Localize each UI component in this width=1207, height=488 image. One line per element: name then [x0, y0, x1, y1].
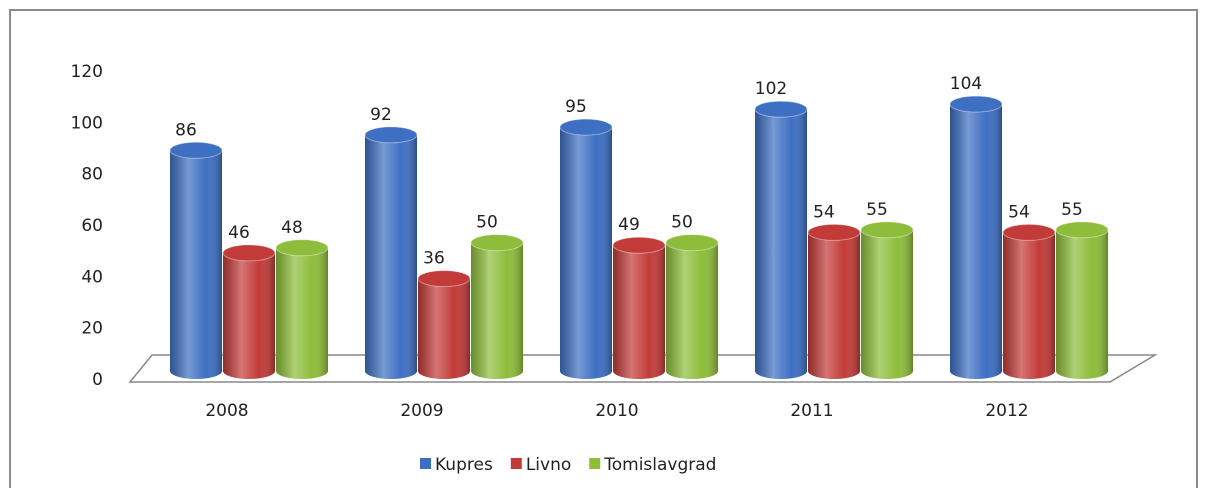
bar-shade [808, 232, 860, 379]
x-tick-label: 2010 [595, 401, 638, 421]
data-label: 86 [175, 120, 197, 140]
bar-cap [470, 234, 524, 252]
data-label: 55 [1061, 200, 1083, 220]
bar-shade [170, 150, 222, 379]
y-tick-label: 120 [71, 62, 103, 82]
bar-shade [471, 242, 523, 379]
bar-cap [612, 236, 666, 254]
bar-cap [949, 95, 1003, 113]
y-tick-label: 80 [81, 165, 103, 185]
data-label: 54 [1008, 202, 1030, 222]
bar-cap [275, 239, 329, 257]
data-label: 104 [950, 74, 982, 94]
bar-cap [860, 221, 914, 239]
data-label: 95 [565, 97, 587, 117]
bar-shade [223, 252, 275, 379]
frame [9, 9, 1198, 488]
data-label: 48 [281, 218, 303, 238]
legend-label: Kupres [435, 455, 493, 475]
data-label: 102 [755, 79, 787, 99]
bar-shade [1056, 229, 1108, 379]
bar-cap [222, 244, 276, 262]
bar-shade [560, 127, 612, 380]
legend-label: Tomislavgrad [603, 455, 716, 475]
y-tick-label: 100 [71, 113, 103, 133]
x-tick-label: 2012 [985, 401, 1028, 421]
legend-swatch [510, 458, 522, 469]
data-label: 54 [813, 202, 835, 222]
bar-shade [613, 245, 665, 379]
bar-shade [950, 104, 1002, 380]
bar-shade [418, 278, 470, 379]
x-tick-label: 2011 [790, 401, 833, 421]
y-tick-label: 40 [81, 267, 103, 287]
bar-shade [755, 109, 807, 379]
bar-cap [417, 270, 471, 288]
bar-shade [1003, 232, 1055, 379]
x-tick-label: 2009 [400, 401, 443, 421]
data-label: 50 [476, 213, 498, 233]
bar-shade [365, 134, 417, 379]
bar-cap [807, 223, 861, 241]
data-label: 55 [866, 200, 888, 220]
data-label: 92 [370, 105, 392, 125]
data-label: 50 [671, 213, 693, 233]
legend-swatch [589, 458, 601, 469]
y-tick-label: 60 [81, 216, 103, 236]
data-label: 36 [423, 249, 445, 269]
bar-shade [276, 247, 328, 379]
bar-cap [559, 118, 613, 136]
data-label: 49 [618, 215, 640, 235]
bar-cap [1002, 223, 1056, 241]
bar-cap [754, 100, 808, 118]
y-tick-label: 20 [81, 319, 103, 339]
legend-swatch [420, 458, 431, 469]
bar-cap [1055, 221, 1109, 239]
data-label: 46 [228, 223, 250, 243]
bar-cap [169, 141, 223, 159]
bar-shade [861, 229, 913, 379]
bar-cap [665, 234, 719, 252]
legend-label: Livno [526, 455, 571, 475]
x-tick-label: 2008 [205, 401, 248, 421]
y-tick-label: 0 [92, 370, 103, 390]
bar-cap [364, 126, 418, 144]
bar-shade [666, 242, 718, 379]
